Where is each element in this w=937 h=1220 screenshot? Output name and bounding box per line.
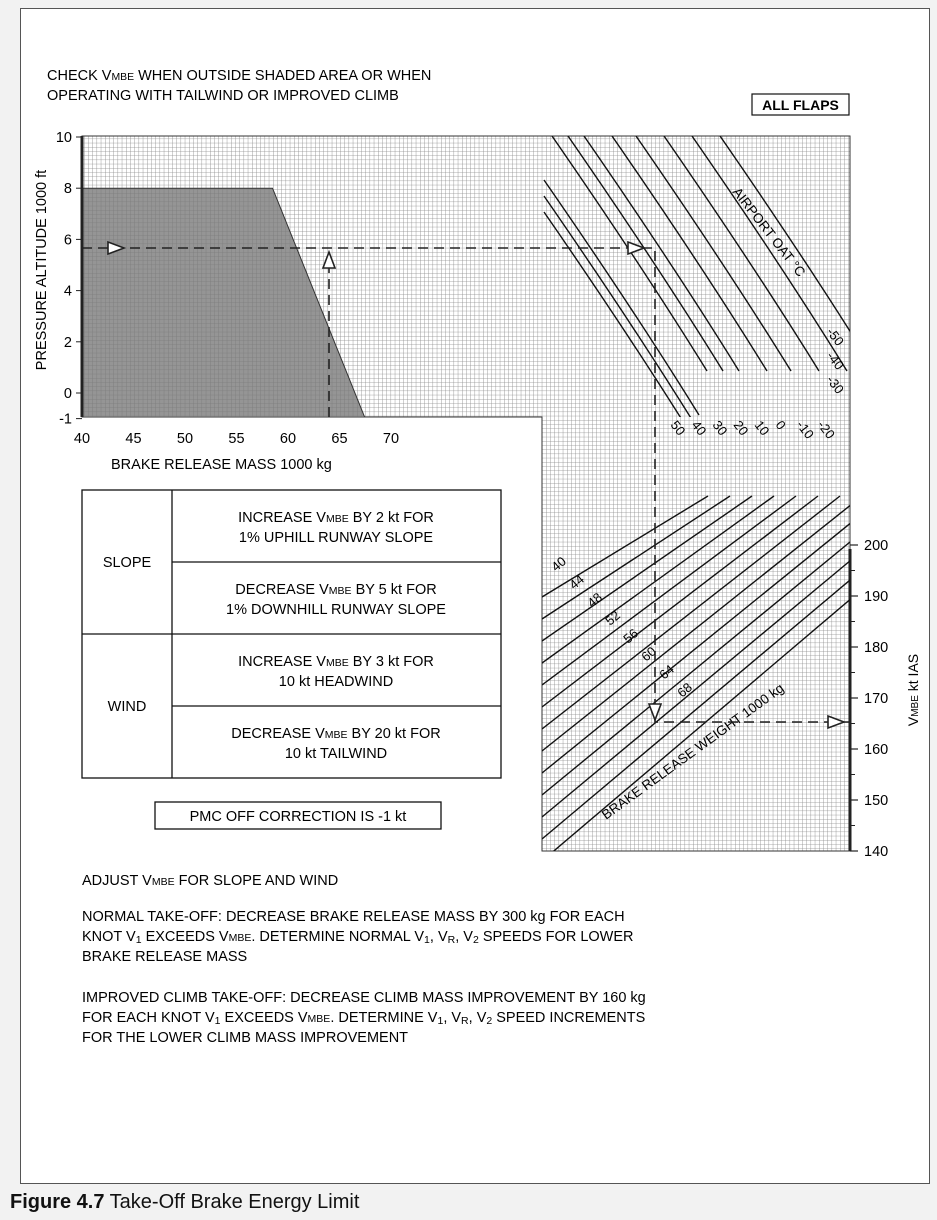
table-group-wind: WIND	[108, 699, 147, 715]
oat-line	[691, 136, 848, 372]
table-cell-downhill-l1: DECREASE VMBE BY 5 kt FOR	[235, 582, 436, 598]
y-tick-label: 10	[56, 130, 72, 146]
all-flaps-label: ALL FLAPS	[762, 97, 839, 113]
header-line-2: OPERATING WITH TAILWIND OR IMPROVED CLIM…	[47, 88, 399, 104]
y-tick-label: 0	[64, 386, 72, 402]
table-cell-downhill-l2: 1% DOWNHILL RUNWAY SLOPE	[226, 602, 446, 618]
weight-line	[542, 504, 850, 752]
weight-line	[542, 522, 850, 774]
vmbe-tick-label: 140	[864, 844, 888, 860]
note-improved-l2: FOR EACH KNOT V1 EXCEEDS VMBE. DETERMINE…	[82, 1010, 645, 1027]
y-tick-label: 6	[64, 232, 72, 248]
vmbe-tick-label: 200	[864, 538, 888, 554]
correction-table: SLOPE WIND INCREASE VMBE BY 2 kt FOR 1% …	[81, 489, 502, 779]
oat-line	[567, 136, 724, 372]
x-tick-label: 40	[74, 431, 90, 447]
caption-text: Take-Off Brake Energy Limit	[104, 1191, 360, 1213]
notes: ADJUST VMBE FOR SLOPE AND WIND NORMAL TA…	[82, 873, 646, 1046]
weight-line	[542, 495, 709, 598]
y-tick-label: -1	[59, 412, 72, 428]
weight-line	[542, 541, 850, 796]
pressure-altitude-label: PRESSURE ALTITUDE 1000 ft	[34, 170, 50, 370]
x-tick-label: 70	[383, 431, 399, 447]
arrow-right-1	[107, 240, 127, 256]
y-tick-label: 8	[64, 181, 72, 197]
vmbe-tick-label: 190	[864, 589, 888, 605]
table-cell-tailwind-l1: DECREASE VMBE BY 20 kt FOR	[231, 726, 440, 742]
weight-line	[542, 495, 841, 730]
note-improved-l1: IMPROVED CLIMB TAKE-OFF: DECREASE CLIMB …	[82, 990, 646, 1006]
oat-lines	[543, 136, 850, 417]
weight-line	[542, 495, 731, 620]
oat-line	[551, 136, 708, 372]
arrow-right-2	[627, 240, 647, 256]
figure-caption: Figure 4.7 Take-Off Brake Energy Limit	[10, 1191, 359, 1214]
note-normal-l2: KNOT V1 EXCEEDS VMBE. DETERMINE NORMAL V…	[82, 929, 634, 946]
note-normal-l3: BRAKE RELEASE MASS	[82, 949, 247, 965]
top-left-axis-ticks: 40 45 50 55 60 65 70 10 8 6 4 2 0 -1	[56, 130, 399, 447]
example-path	[82, 247, 850, 723]
x-tick-label: 45	[125, 431, 141, 447]
weight-line	[542, 495, 775, 664]
pmc-text: PMC OFF CORRECTION IS -1 kt	[190, 809, 407, 825]
table-cell-headwind-l2: 10 kt HEADWIND	[279, 674, 393, 690]
all-flaps-box	[751, 93, 850, 116]
weight-line	[542, 495, 753, 642]
y-tick-label: 4	[64, 284, 72, 300]
weight-line	[542, 579, 850, 840]
arrow-right-3	[827, 714, 847, 730]
oat-line	[663, 136, 820, 372]
table-group-slope: SLOPE	[103, 555, 152, 571]
note-normal-l1: NORMAL TAKE-OFF: DECREASE BRAKE RELEASE …	[82, 909, 625, 925]
oat-line	[543, 179, 700, 416]
vmbe-axis-ticks: 200 190 180 170 160 150 140	[850, 538, 888, 860]
x-tick-label: 55	[228, 431, 244, 447]
header-line-1: CHECK VMBE WHEN OUTSIDE SHADED AREA OR W…	[47, 68, 431, 84]
table-cell-uphill-l2: 1% UPHILL RUNWAY SLOPE	[239, 530, 434, 546]
example-arrows	[107, 240, 847, 730]
vmbe-tick-label: 150	[864, 793, 888, 809]
weight-line	[542, 495, 797, 686]
oat-line	[611, 136, 768, 372]
weight-line	[542, 495, 819, 708]
x-tick-label: 65	[331, 431, 347, 447]
y-tick-label: 2	[64, 335, 72, 351]
note-improved-l3: FOR THE LOWER CLIMB MASS IMPROVEMENT	[82, 1030, 408, 1046]
table-cell-headwind-l1: INCREASE VMBE BY 3 kt FOR	[238, 654, 434, 670]
weight-line	[542, 559, 850, 818]
vmbe-tick-label: 170	[864, 691, 888, 707]
brake-release-mass-label: BRAKE RELEASE MASS 1000 kg	[111, 457, 332, 473]
x-tick-label: 60	[280, 431, 296, 447]
table-cell-uphill-l1: INCREASE VMBE BY 2 kt FOR	[238, 510, 434, 526]
vmbe-tick-label: 160	[864, 742, 888, 758]
oat-line	[635, 136, 792, 372]
table-cell-tailwind-l2: 10 kt TAILWIND	[285, 746, 387, 762]
shaded-area	[82, 187, 366, 417]
x-tick-label: 50	[177, 431, 193, 447]
vmbe-tick-label: 180	[864, 640, 888, 656]
arrow-up	[321, 249, 337, 269]
arrow-down	[647, 703, 663, 723]
weight-line	[552, 598, 850, 851]
vmbe-axis-label: VMBE kt IAS	[905, 654, 921, 726]
oat-line	[719, 136, 850, 333]
pmc-box	[154, 801, 442, 830]
oat-line	[583, 136, 740, 372]
weight-lines	[542, 495, 850, 851]
note-adjust: ADJUST VMBE FOR SLOPE AND WIND	[82, 873, 338, 889]
caption-label: Figure 4.7	[10, 1191, 105, 1213]
oat-line	[543, 195, 692, 417]
oat-line	[543, 211, 682, 417]
